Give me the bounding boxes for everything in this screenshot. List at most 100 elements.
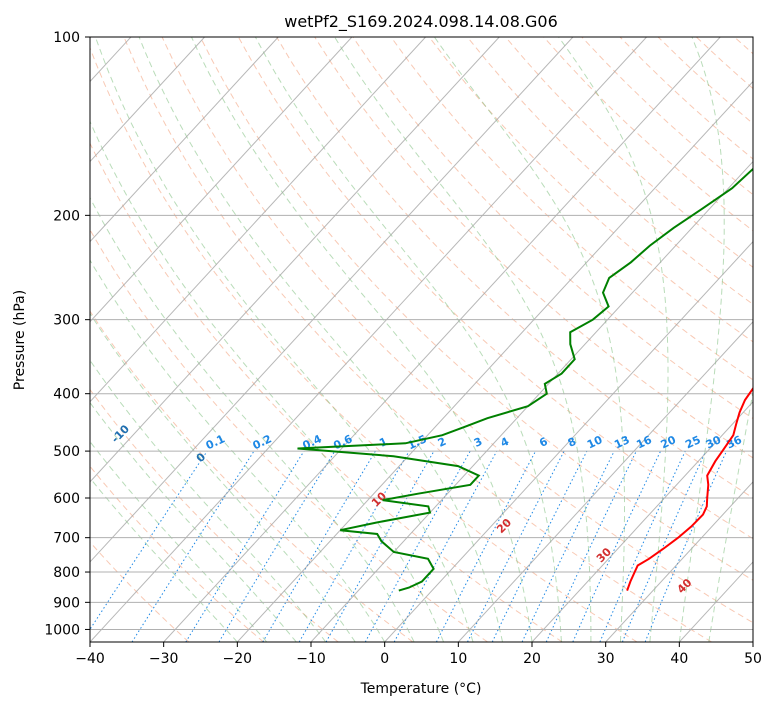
moist-adiabat: [191, 37, 533, 642]
isotherms: [0, 37, 753, 642]
moist-adiabat-label: 30: [594, 545, 614, 565]
moist-adiabat: [90, 196, 415, 642]
moist-adiabat: [334, 37, 592, 642]
moist-adiabat: [558, 37, 669, 642]
x-tick-label: −30: [149, 651, 179, 667]
dry-adiabat: [237, 37, 753, 540]
mixing-ratio-line: [599, 450, 686, 642]
isotherm: [90, 37, 647, 642]
y-tick-label: 400: [53, 387, 80, 403]
chart-title: wetPf2_S169.2024.098.14.08.G06: [284, 12, 558, 32]
isotherm: [90, 37, 279, 243]
background-lines: -100-90-80-70-60-50-40-30-20-10010203040…: [0, 37, 753, 642]
y-axis-label: Pressure (hPa): [12, 290, 28, 390]
isotherm: [0, 37, 57, 642]
y-tick-label: 500: [53, 444, 80, 460]
mixing-ratio-label: 0.1: [204, 432, 227, 452]
isobars: [90, 37, 753, 630]
y-tick-label: 900: [53, 595, 80, 611]
x-tick-label: 50: [744, 651, 762, 667]
mixing-ratio-label: 36: [725, 433, 745, 451]
dry-adiabat-label: 0: [194, 450, 209, 465]
mixing-ratio-line: [131, 450, 255, 642]
dry-adiabat: [90, 388, 339, 642]
mixing-ratio-lines: [90, 450, 727, 642]
y-tick-label: 200: [53, 208, 80, 224]
dry-adiabat: [505, 37, 753, 268]
mixing-ratio-line: [572, 450, 662, 642]
dry-adiabat: [90, 46, 638, 642]
mixing-ratio-label: 16: [634, 433, 654, 451]
mixing-ratio-label: 25: [683, 433, 702, 451]
mixing-ratio-line: [364, 450, 471, 642]
moist-adiabat: [90, 401, 297, 642]
x-tick-label: 0: [380, 651, 389, 667]
moist-adiabat-label: 20: [494, 516, 514, 536]
mixing-ratio-line: [545, 450, 637, 642]
dry-adiabat: [657, 37, 753, 125]
plot-frame: [89, 36, 754, 643]
dewpoint-line: [297, 167, 753, 592]
mixing-ratio-label: 0.6: [331, 432, 354, 452]
mixing-ratio-label: 1: [377, 435, 389, 450]
isotherm: [90, 37, 574, 563]
mixing-ratio-line: [621, 450, 707, 642]
dry-adiabat: [695, 37, 753, 90]
dry-adiabat: [314, 37, 753, 459]
isotherm: [531, 401, 753, 642]
isotherm: [678, 561, 753, 642]
dry-adiabat: [90, 465, 264, 642]
dry-adiabat: [199, 37, 753, 581]
x-tick-label: 10: [449, 651, 467, 667]
mixing-ratio-line: [218, 450, 336, 642]
dry-adiabat: [619, 37, 753, 160]
mixing-ratio-label: 6: [537, 435, 550, 450]
dry-adiabat-label: -20: [31, 396, 54, 419]
moist-adiabat: [90, 259, 386, 642]
x-tick-label: 30: [597, 651, 615, 667]
x-tick-label: −10: [296, 651, 326, 667]
dry-adiabat: [90, 228, 488, 642]
moist-adiabat: [678, 37, 725, 642]
moist-adiabat: [90, 477, 238, 642]
moist-adiabat: [708, 389, 753, 642]
moist-adiabat: [90, 120, 445, 642]
y-tick-label: 700: [53, 531, 80, 547]
mixing-ratio-label: 10: [585, 433, 605, 451]
isotherm: [457, 320, 753, 642]
y-tick-label: 600: [53, 491, 80, 507]
y-tick-label: 800: [53, 565, 80, 581]
y-tick-label: 300: [53, 313, 80, 329]
mixing-ratio-label: 13: [612, 433, 631, 451]
isotherm: [163, 37, 721, 642]
mixing-ratio-line: [467, 450, 565, 642]
dry-adiabat: [734, 37, 753, 55]
y-tick-label: 100: [53, 30, 80, 46]
moist-adiabat: [94, 37, 474, 642]
y-tick-label: 1000: [44, 622, 80, 638]
dry-adiabat: [90, 142, 563, 642]
mixing-ratio-line: [90, 450, 208, 631]
isotherm: [90, 37, 353, 323]
mixing-ratio-label: 0.2: [251, 432, 274, 452]
moist-adiabat-label: 40: [675, 576, 695, 596]
isotherm: [90, 37, 426, 403]
moist-adiabat: [138, 37, 503, 642]
mixing-ratio-line: [644, 450, 727, 642]
moist-adiabat: [90, 359, 327, 642]
mixing-ratio-line: [521, 450, 615, 642]
isotherm: [605, 481, 753, 642]
moist-adiabat: [254, 37, 562, 642]
moist-adiabats: [90, 37, 753, 642]
x-tick-label: −40: [75, 651, 105, 667]
dry-adiabat: [276, 37, 753, 499]
x-tick-label: 40: [670, 651, 688, 667]
mixing-ratio-label: 20: [659, 433, 679, 451]
isotherm: [90, 37, 500, 483]
moist-adiabat: [433, 37, 625, 642]
dry-adiabat: [90, 541, 190, 642]
x-axis: −40 −30 −20 −10 0 10 20 30 40 50: [75, 642, 762, 667]
dry-adiabat: [390, 37, 753, 381]
temperature-line: [626, 386, 753, 591]
